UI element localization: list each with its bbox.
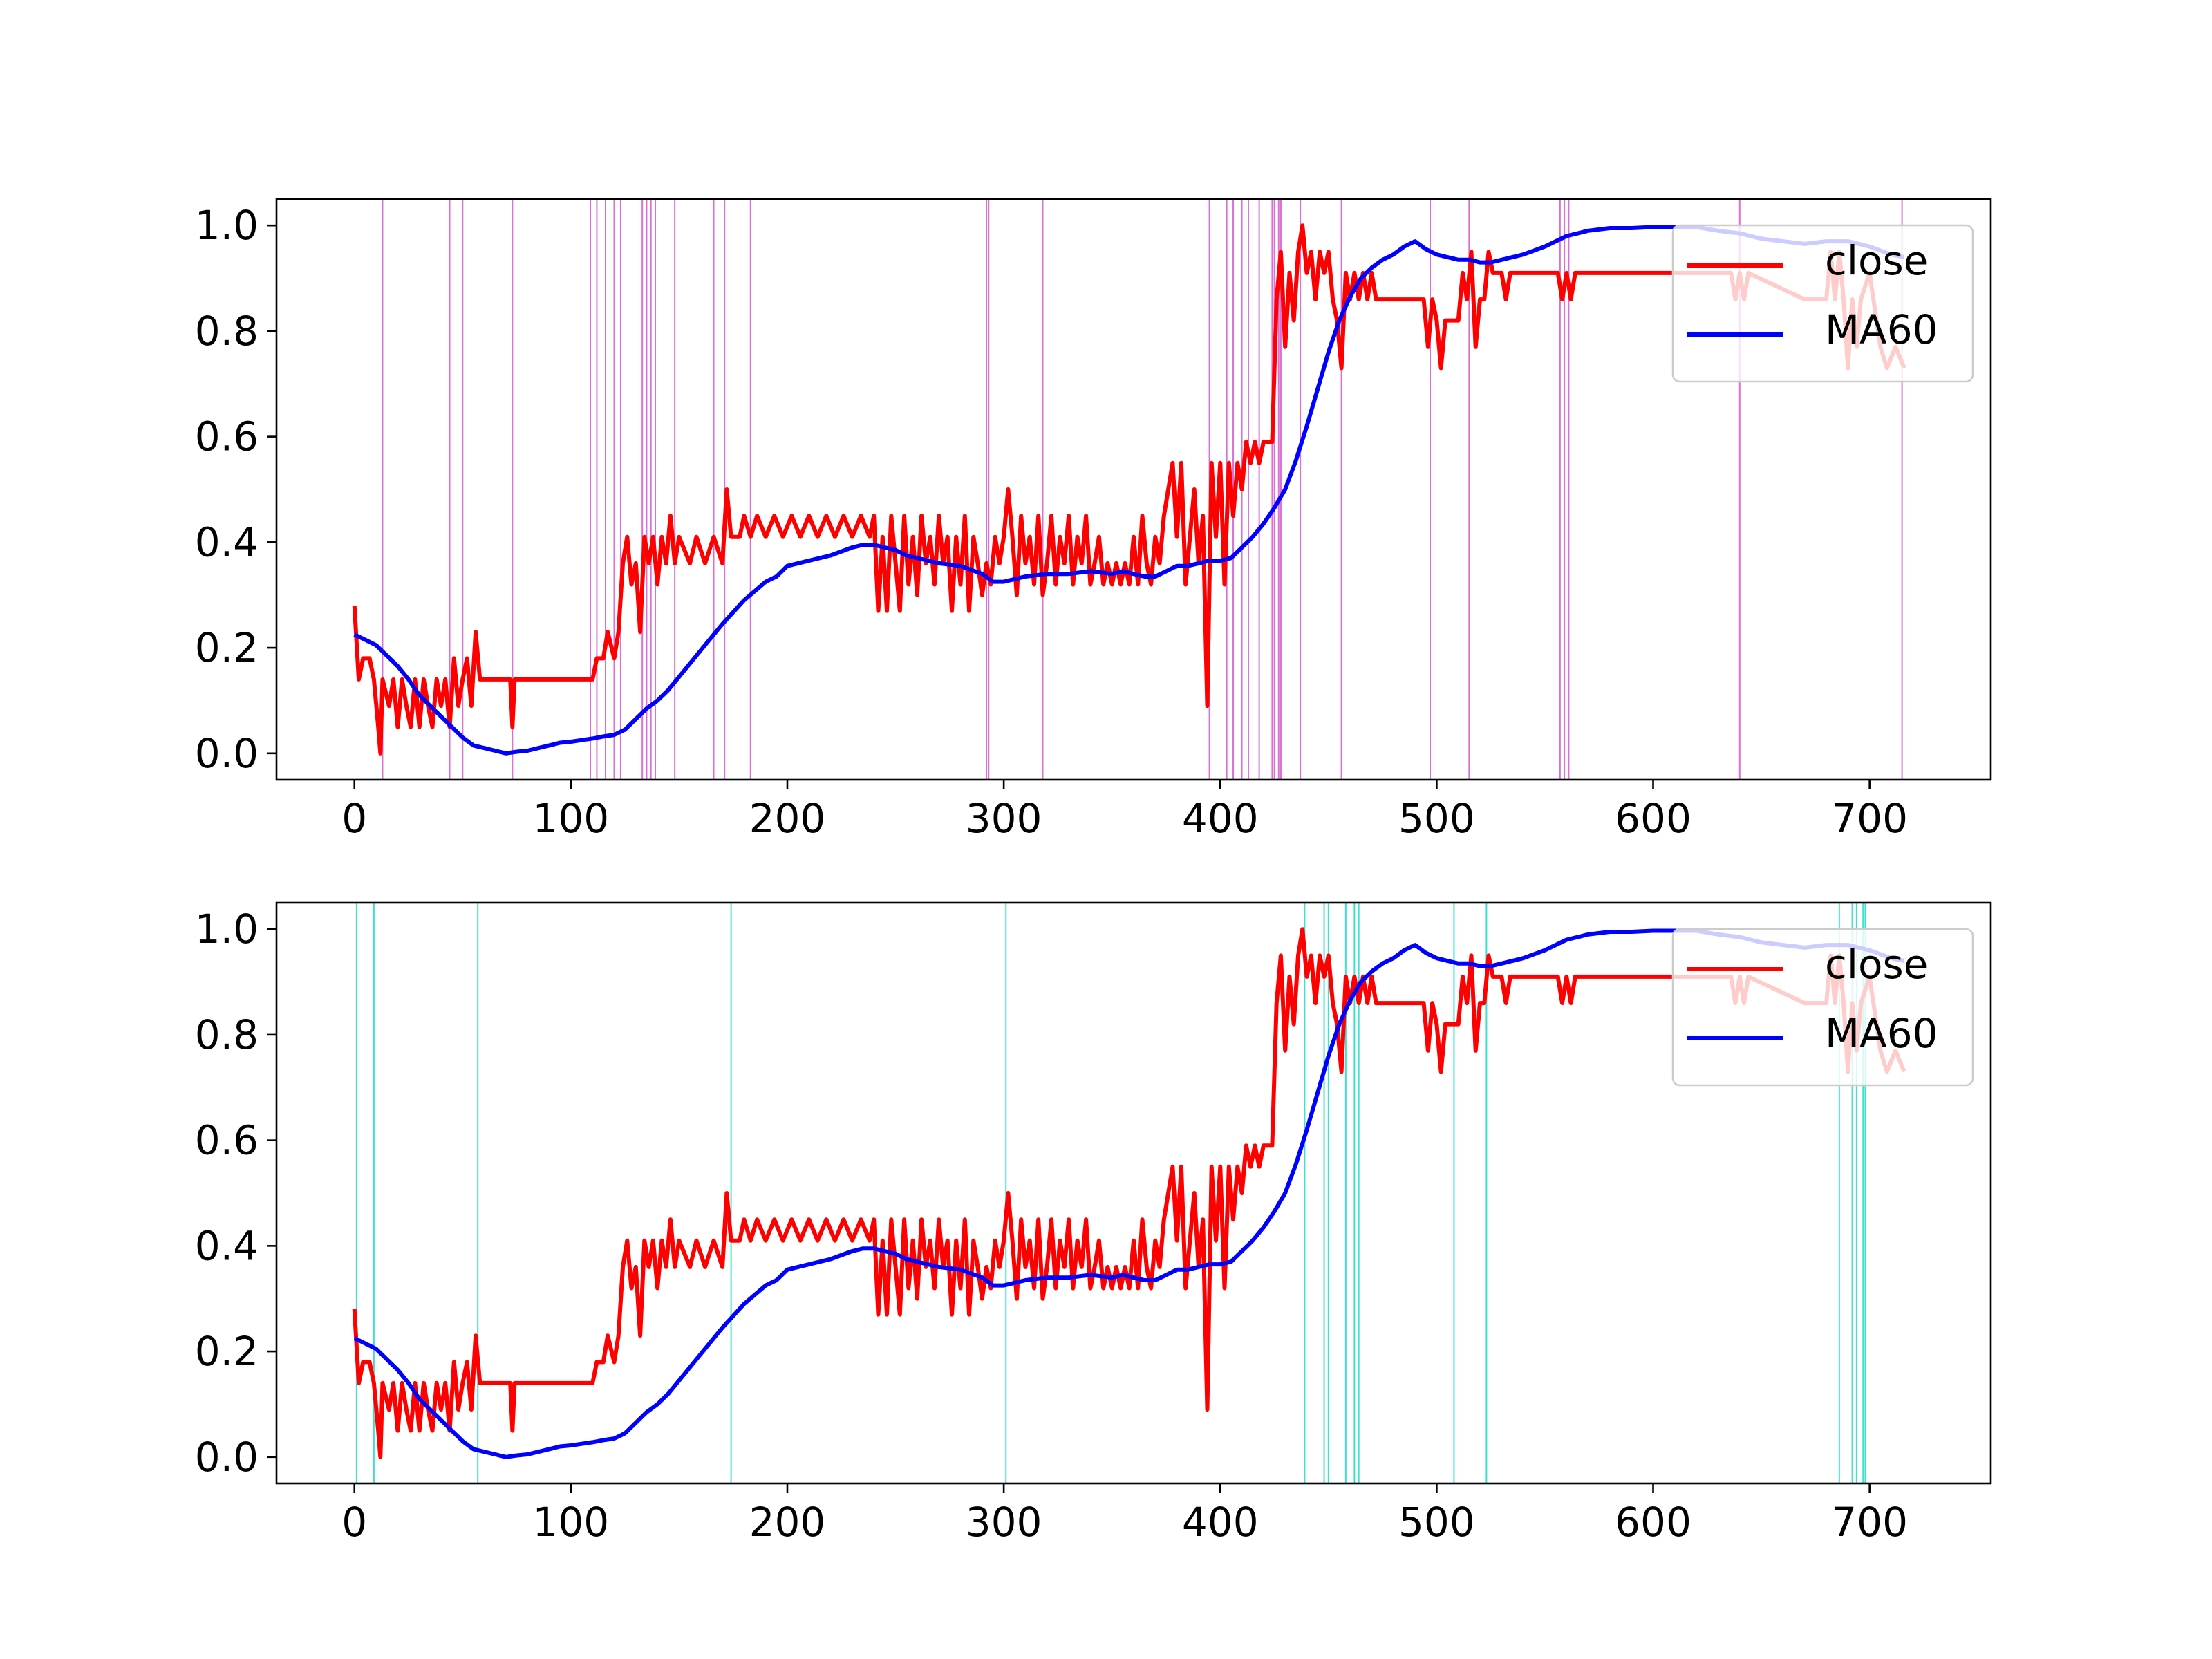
x-tick-label-top-5: 500 (1398, 795, 1475, 842)
legend-close-label-top: close (1825, 237, 1928, 284)
x-tick-label-top-3: 300 (966, 795, 1042, 842)
series-close-line-bottom (352, 927, 1906, 1459)
series-group-top (352, 223, 1906, 756)
legend-top: close MA60 (1671, 224, 1974, 383)
x-tick-label-top-4: 400 (1182, 795, 1259, 842)
x-tick-label-bottom-5: 500 (1398, 1499, 1475, 1546)
y-tick-label-top-0: 0.0 (195, 730, 259, 777)
legend-close-label-bottom: close (1825, 941, 1928, 988)
x-tick-label-bottom-2: 200 (749, 1499, 826, 1546)
plot-frame-bottom (275, 901, 1992, 1485)
y-tick-label-top-5: 1.0 (195, 202, 259, 249)
x-tick-label-top-6: 600 (1615, 795, 1691, 842)
x-tick-label-bottom-1: 100 (532, 1499, 609, 1546)
x-tick-label-bottom-4: 400 (1182, 1499, 1259, 1546)
x-tick-label-bottom-6: 600 (1615, 1499, 1691, 1546)
x-tick-label-bottom-7: 700 (1831, 1499, 1908, 1546)
y-tick-label-top-2: 0.4 (195, 518, 259, 565)
series-group-bottom (352, 927, 1906, 1459)
y-tick-label-bottom-5: 1.0 (195, 906, 259, 953)
y-tick-label-top-4: 0.8 (195, 308, 259, 355)
y-tick-label-bottom-2: 0.4 (195, 1222, 259, 1269)
series-ma60-line-bottom (353, 928, 1905, 1459)
x-tick-label-bottom-3: 300 (966, 1499, 1042, 1546)
y-axis-bottom: 0.0 0.2 0.4 0.6 0.8 1.0 (195, 906, 276, 1481)
y-tick-label-bottom-1: 0.2 (195, 1328, 259, 1375)
x-tick-label-top-0: 0 (341, 795, 367, 842)
y-tick-label-bottom-4: 0.8 (195, 1011, 259, 1058)
y-tick-label-top-3: 0.6 (195, 413, 259, 460)
series-ma60-line-top (353, 225, 1905, 756)
y-tick-label-bottom-0: 0.0 (195, 1434, 259, 1481)
x-axis-bottom: 0 100 200 300 400 500 600 700 (341, 1483, 1908, 1546)
x-axis-top: 0 100 200 300 400 500 600 700 (341, 780, 1908, 842)
y-tick-label-bottom-3: 0.6 (195, 1117, 259, 1164)
chart-panel-bottom: 0 100 200 300 400 500 600 700 0.0 0.2 0.4 0.6 0.8 1.… (195, 901, 1992, 1546)
y-axis-top: 0.0 0.2 0.4 0.6 0.8 1.0 (195, 202, 276, 777)
plot-frame-top (275, 198, 1992, 781)
series-close-line-top (352, 223, 1906, 756)
y-tick-label-top-1: 0.2 (195, 624, 259, 671)
x-tick-label-top-1: 100 (532, 795, 609, 842)
legend-bottom: close MA60 (1671, 928, 1974, 1087)
x-tick-label-top-2: 200 (749, 795, 826, 842)
legend-ma60-label-bottom: MA60 (1825, 1010, 1938, 1057)
x-tick-label-bottom-0: 0 (341, 1499, 367, 1546)
legend-ma60-label-top: MA60 (1825, 306, 1938, 353)
chart-panel-top: 0 100 200 300 400 500 600 700 0.0 0.2 0.4 0.6 0.8 1.… (195, 198, 1992, 842)
x-tick-label-top-7: 700 (1831, 795, 1908, 842)
